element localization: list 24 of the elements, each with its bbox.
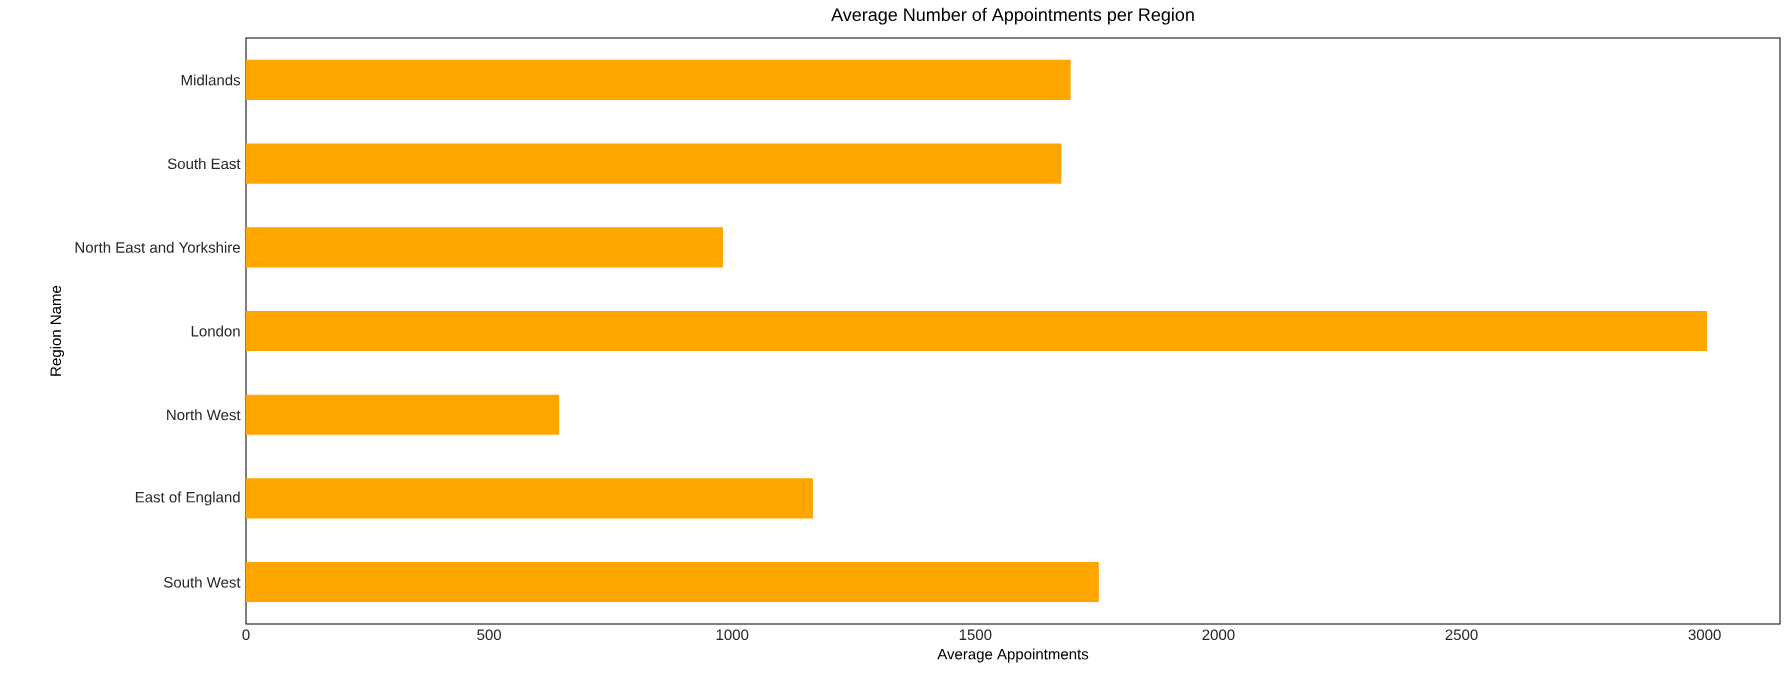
x-tick-label: 500 [477,629,502,641]
bar [246,562,1099,603]
y-tick-label: London [191,325,240,337]
bar [246,394,560,435]
y-tick-label: Midlands [181,74,241,86]
y-tick-label: North East and Yorkshire [75,241,240,253]
x-tick-label: 3000 [1688,629,1721,641]
y-tick-label: North West [167,409,241,421]
chart-title: Average Number of Appointments per Region [831,7,1194,25]
x-tick-label: 0 [242,629,250,641]
x-axis-title: Average Appointments [937,648,1089,663]
bar [246,310,1708,352]
x-tick-label: 2500 [1445,629,1478,641]
bar [246,478,813,519]
x-tick-label: 1500 [959,629,992,641]
x-tick-label: 1000 [716,629,749,641]
x-tick-label: 2000 [1202,629,1235,641]
y-tick-label: South West [164,576,241,588]
bar [246,59,1071,100]
y-tick-label: East of England [135,491,240,506]
y-axis-title: Region Name [50,285,65,376]
y-tick-label: South East [167,158,241,170]
bar [246,227,723,268]
bar [246,143,1062,184]
